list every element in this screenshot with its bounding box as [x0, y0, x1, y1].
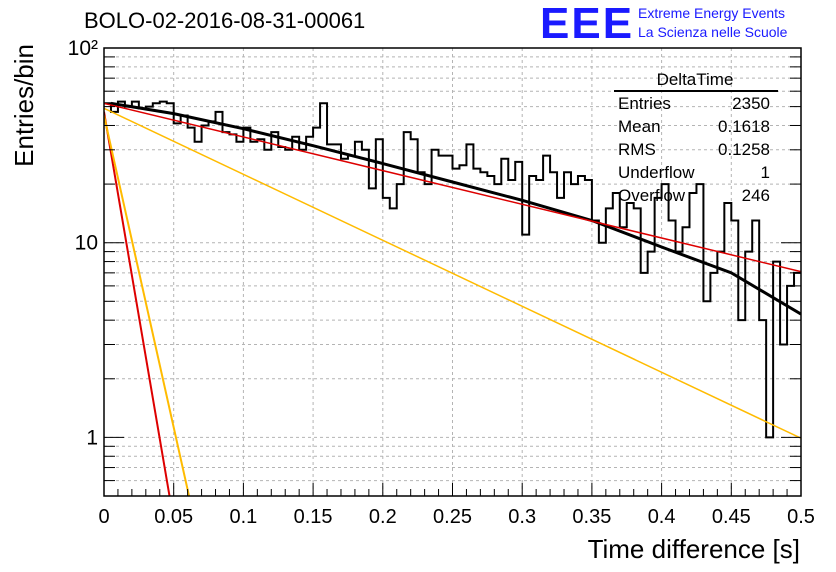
stats-label: Mean [618, 117, 661, 136]
fit-component-line [104, 107, 801, 439]
fit-component-line [104, 111, 171, 496]
stats-value: 0.1258 [718, 140, 770, 159]
x-tick-label: 0.1 [229, 506, 257, 528]
histogram-layer [104, 100, 801, 439]
logo-line-2: La Scienza nelle Scuole [638, 24, 788, 40]
stats-value: 1 [760, 163, 770, 182]
logo-line-1: Extreme Energy Events [638, 5, 786, 21]
eee-logo-text: Extreme Energy Events La Scienza nelle S… [638, 4, 836, 42]
fit-component-line [104, 102, 801, 273]
x-tick-label: 0.4 [648, 506, 676, 528]
stats-box-title: DeltaTime [656, 70, 734, 89]
x-tick-label: 0.3 [508, 506, 536, 528]
stats-box-rule [614, 90, 778, 92]
x-tick-label: 0.15 [294, 506, 333, 528]
stats-row-entries: Entries 2350 [612, 92, 778, 115]
chart-gridlines [104, 48, 801, 496]
stats-row-underflow: Underflow 1 [612, 161, 778, 184]
histogram-title: BOLO-02-2016-08-31-00061 [84, 8, 366, 33]
x-tick-label: 0.2 [369, 506, 397, 528]
eee-logo-mark: EEE [540, 0, 635, 48]
y-tick-label: 10 [75, 232, 98, 255]
x-tick-label: 0.45 [712, 506, 751, 528]
x-tick-label: 0.25 [433, 506, 472, 528]
y-axis-title: Entries/bin [9, 44, 39, 167]
stats-box: DeltaTime Entries 2350 Mean 0.1618 RMS 0… [612, 70, 778, 207]
fit-curves-layer [104, 101, 801, 496]
eee-logo: EEE Extreme Energy Events La Scienza nel… [540, 0, 787, 48]
stats-row-overflow: Overflow 246 [612, 184, 778, 207]
x-tick-label: 0 [98, 506, 109, 528]
stats-label: RMS [618, 140, 656, 159]
fit-component-line [104, 115, 191, 496]
total-fit-curve [110, 101, 801, 316]
stats-row-rms: RMS 0.1258 [612, 138, 778, 161]
x-tick-label: 0.5 [787, 506, 815, 528]
x-tick-label: 0.35 [572, 506, 611, 528]
stats-label: Underflow [618, 163, 695, 182]
stats-row-mean: Mean 0.1618 [612, 115, 778, 138]
stats-value: 2350 [732, 94, 770, 113]
stats-value: 0.1618 [718, 117, 770, 136]
x-axis-title: Time difference [s] [588, 534, 800, 564]
axis-labels: 0 0.05 0.1 0.15 0.2 0.25 0.3 0.35 0.4 0.45 0.5 1 10 1… [9, 37, 815, 564]
stats-label: Entries [618, 94, 671, 113]
stats-value: 246 [741, 186, 770, 205]
stats-label: Overflow [618, 186, 686, 205]
axis-ticks [103, 56, 802, 497]
x-tick-label: 0.05 [154, 506, 193, 528]
y-tick-label: 1 [86, 426, 98, 449]
y-tick-label: 10² [68, 37, 98, 60]
histogram-outline [104, 100, 801, 439]
